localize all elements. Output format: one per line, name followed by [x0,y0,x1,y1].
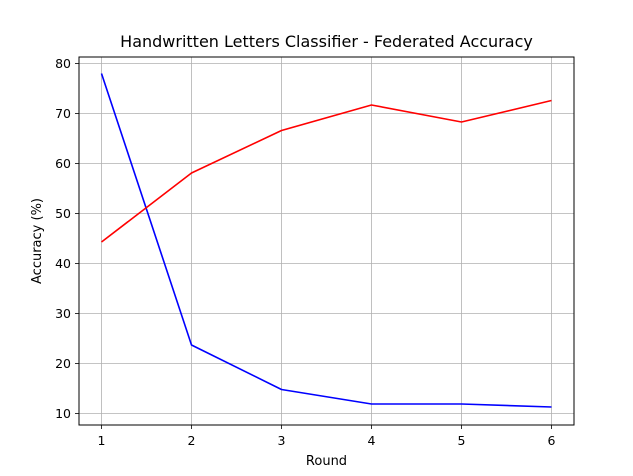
x-tick-label: 5 [458,433,466,448]
series-line-2 [101,99,552,243]
y-tick-label: 30 [55,306,71,321]
x-tick-label: 2 [188,433,196,448]
x-tick-label: 3 [278,433,286,448]
x-tick-label: 4 [368,433,376,448]
y-tick-label: 40 [55,256,71,271]
plot-frame [78,56,575,426]
y-tick-label: 20 [55,356,71,371]
x-tick-label: 6 [548,433,556,448]
y-tick-label: 10 [55,406,71,421]
x-axis-label: Round [306,454,347,469]
y-tick-label: 70 [55,106,71,121]
y-axis-label: Accuracy (%) [30,198,45,284]
grid [79,57,574,425]
y-tick-label: 50 [55,206,71,221]
chart-title: Handwritten Letters Classifier - Federat… [120,32,533,51]
x-tick-label: 1 [98,433,106,448]
y-axis: 10 20 30 40 50 60 70 80 [55,56,79,421]
y-tick-label: 60 [55,156,71,171]
y-tick-label: 80 [55,56,71,71]
x-axis: 1 2 3 4 5 6 [98,425,556,448]
series-lines [100,73,552,408]
series-line-1 [100,73,552,408]
